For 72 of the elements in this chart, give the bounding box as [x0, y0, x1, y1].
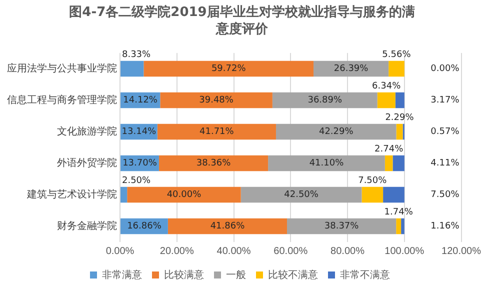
x-tick-label: 120.00% — [442, 246, 482, 257]
bar — [168, 218, 287, 234]
data-label: 38.36% — [196, 158, 232, 169]
data-label: 16.86% — [127, 222, 162, 232]
data-label: 41.10% — [309, 158, 344, 169]
bar — [401, 218, 404, 234]
data-label: 41.71% — [200, 127, 234, 138]
data-label: 36.89% — [308, 96, 342, 106]
y-tick-label: 应用法学与公共事业学院 — [7, 62, 117, 74]
data-label: 13.14% — [122, 127, 157, 138]
y-tick-label: 信息工程与商务管理学院 — [7, 94, 117, 106]
data-label: 40.00% — [166, 190, 202, 200]
data-label: 39.48% — [199, 96, 234, 106]
x-tick-label: 40.00% — [216, 246, 251, 257]
bar — [395, 92, 404, 108]
x-tick-label: 20.00% — [160, 246, 194, 257]
bar — [120, 186, 128, 203]
data-label: 1.74% — [384, 208, 414, 218]
bar — [144, 60, 314, 77]
legend-label: 比较满意 — [164, 268, 204, 281]
bar — [377, 92, 396, 108]
bar — [396, 218, 402, 234]
y-tick-label: 财务金融学院 — [57, 220, 117, 232]
bar — [396, 124, 403, 140]
bar — [392, 155, 404, 172]
legend-label: 一般 — [226, 270, 246, 281]
data-label: 3.17% — [430, 96, 460, 106]
data-label: 8.33% — [122, 50, 152, 60]
data-label: 6.34% — [372, 82, 402, 92]
data-label: 42.50% — [284, 190, 319, 200]
bar — [120, 60, 144, 77]
data-label: 42.29% — [318, 127, 354, 138]
x-tick-label: 0.00% — [106, 246, 134, 257]
data-label: 0.57% — [430, 127, 460, 138]
bar — [127, 186, 241, 203]
data-label: 13.70% — [122, 158, 158, 169]
data-label: 4.11% — [430, 158, 460, 169]
bar — [276, 124, 396, 140]
bar — [384, 155, 393, 172]
legend-label: 非常不满意 — [340, 268, 390, 281]
bar — [272, 92, 378, 108]
bar — [286, 218, 396, 234]
chart-title: 图4-7各二级学院2019届毕业生对学校就业指导与服务的满意度评价 — [68, 4, 416, 39]
legend-label: 非常满意 — [102, 268, 142, 281]
bar — [160, 92, 272, 108]
bar — [157, 124, 276, 140]
x-tick-label: 80.00% — [330, 246, 365, 257]
data-label: 59.72% — [211, 64, 246, 74]
y-tick-label: 外语外贸学院 — [57, 157, 117, 169]
data-label: 7.50% — [430, 190, 460, 200]
x-tick-label: 100.00% — [384, 246, 424, 257]
bar — [240, 186, 362, 203]
data-label: 5.56% — [382, 50, 412, 60]
bar — [383, 186, 404, 203]
y-tick-label: 建筑与艺术设计学院 — [26, 188, 117, 200]
data-label: 2.29% — [385, 113, 414, 124]
data-label: 7.50% — [358, 176, 388, 186]
bar — [158, 155, 268, 172]
data-label: 41.86% — [210, 222, 246, 232]
data-label: 2.74% — [374, 144, 404, 155]
data-label: 1.16% — [430, 222, 460, 232]
legend-label: 比较不满意 — [268, 268, 318, 281]
data-label: 2.50% — [122, 176, 152, 186]
bar — [362, 186, 384, 203]
x-tick-label: 60.00% — [274, 246, 308, 257]
bar — [388, 60, 404, 77]
data-label: 0.00% — [430, 64, 460, 74]
bar — [268, 155, 385, 172]
data-label: 38.37% — [324, 222, 360, 232]
data-label: 26.39% — [334, 64, 369, 74]
data-label: 14.12% — [123, 96, 158, 106]
y-tick-label: 文化旅游学院 — [57, 126, 117, 138]
